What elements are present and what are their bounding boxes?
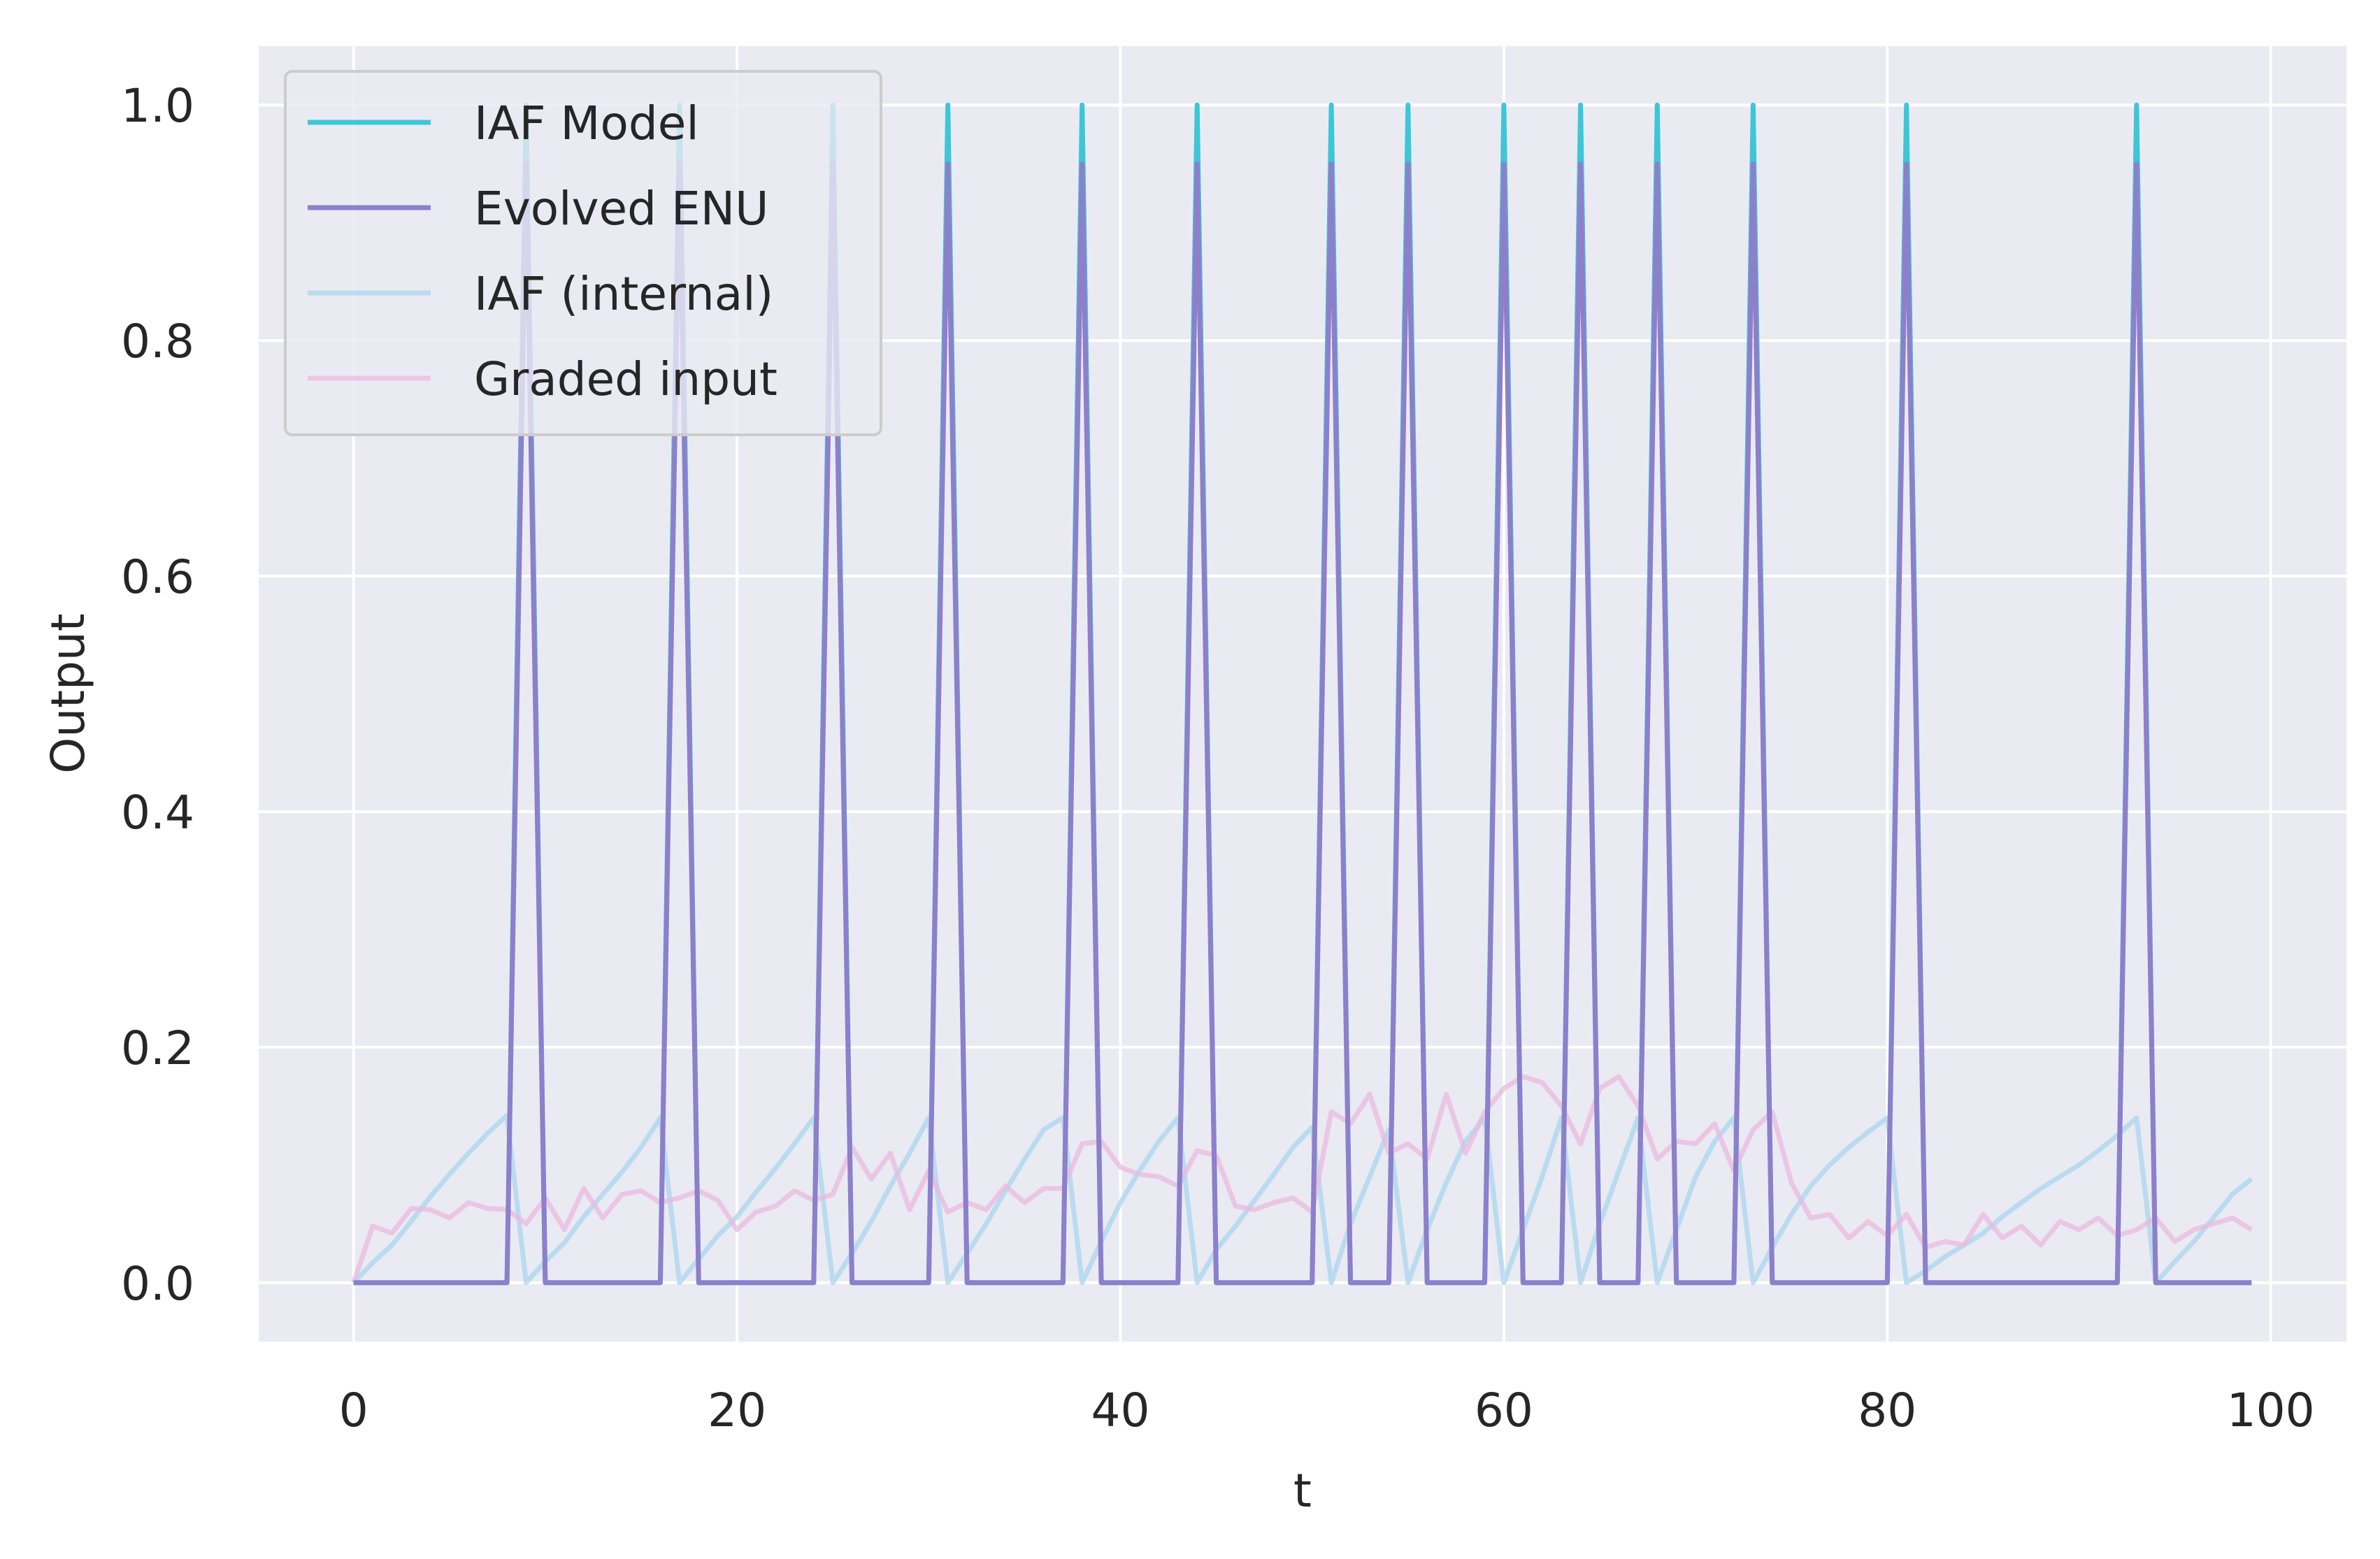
legend-label: Graded input [474, 352, 777, 406]
series-group [351, 102, 2253, 1286]
legend-label: IAF Model [474, 96, 699, 150]
x-tick-label: 20 [708, 1384, 766, 1437]
y-tick-label: 1.0 [121, 79, 194, 133]
x-tick-label: 60 [1475, 1384, 1533, 1437]
series-line-graded-input [351, 1074, 2253, 1284]
y-tick-label: 0.2 [121, 1021, 194, 1075]
y-tick-label: 0.0 [121, 1257, 194, 1311]
legend: IAF Model Evolved ENU IAF (internal) Graded… [284, 70, 882, 436]
series-line-evolved-enu [353, 161, 2252, 1286]
y-tick-label: 0.4 [121, 786, 194, 840]
tick-labels: 0 20 40 60 80 100 0.0 0.2 0.4 0.6 0.8 1.0 [121, 79, 2315, 1437]
x-tick-label: 100 [2227, 1384, 2315, 1437]
y-tick-label: 0.8 [121, 315, 194, 368]
y-tick-label: 0.6 [121, 550, 194, 604]
x-tick-label: 40 [1091, 1384, 1150, 1437]
legend-label: Evolved ENU [474, 182, 768, 236]
legend-label: IAF (internal) [474, 267, 773, 321]
x-tick-label: 0 [339, 1384, 368, 1437]
legend-box [284, 70, 882, 436]
y-axis-label: Output [41, 613, 95, 773]
x-tick-label: 80 [1858, 1384, 1916, 1437]
x-axis-label: t [1293, 1464, 1312, 1518]
